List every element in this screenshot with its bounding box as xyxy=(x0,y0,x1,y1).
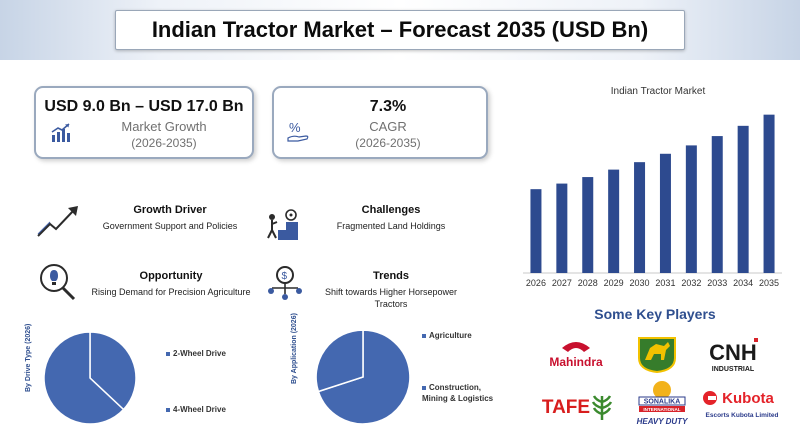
x-tick-label: 2026 xyxy=(526,278,546,288)
cagr-card: 7.3% CAGR (2026-2035) % xyxy=(272,86,488,159)
svg-text:SONALIKA: SONALIKA xyxy=(644,399,681,406)
svg-text:$: $ xyxy=(282,271,288,282)
challenges-block: Challenges Fragmented Land Holdings xyxy=(316,204,466,232)
bar-2031 xyxy=(659,153,671,273)
x-tick-label: 2029 xyxy=(604,278,624,288)
bar-2034 xyxy=(737,125,749,273)
pie-slice-4-wheel-drive xyxy=(43,331,125,425)
bar-2032 xyxy=(685,145,697,273)
svg-text:INDUSTRIAL: INDUSTRIAL xyxy=(712,366,755,373)
pie2-legend-1: Agriculture xyxy=(422,330,472,341)
header-banner: Indian Tractor Market – Forecast 2035 (U… xyxy=(0,0,800,60)
bar-2030 xyxy=(634,162,646,273)
john-deere-logo xyxy=(638,337,676,374)
cagr-value: 7.3% xyxy=(369,98,407,115)
svg-text:TAFE: TAFE xyxy=(542,397,590,418)
pie-slice-agriculture xyxy=(317,329,411,425)
pie2-legend-2-label: Construction, Mining & Logistics xyxy=(422,383,494,403)
cagr-period: (2026-2035) xyxy=(355,136,421,150)
x-tick-label: 2033 xyxy=(707,278,727,288)
svg-text:Mahindra: Mahindra xyxy=(549,355,603,369)
market-growth-label: Market Growth xyxy=(121,119,207,134)
mahindra-logo: Mahindra xyxy=(549,342,603,369)
x-tick-label: 2031 xyxy=(655,278,675,288)
market-bar-chart: 2026 2027 2028 2029 2030 2031 2032 2033 2034 2035 xyxy=(523,114,782,288)
pie2-caption: By Application (2026) xyxy=(291,313,298,384)
lightbulb-magnifier-icon xyxy=(40,264,76,301)
tafe-logo: TAFE xyxy=(542,395,613,420)
pie-slice-construction-mining-logistics xyxy=(315,329,364,393)
cnh-industrial-logo: CNH INDUSTRIAL xyxy=(709,338,758,373)
market-growth-card: USD 9.0 Bn – USD 17.0 Bn Market Growth (… xyxy=(34,86,254,159)
growth-driver-title: Growth Driver xyxy=(133,204,207,216)
climbing-steps-icon xyxy=(267,209,298,240)
growth-driver-block: Growth Driver Government Support and Pol… xyxy=(95,204,245,232)
x-tick-label: 2028 xyxy=(578,278,598,288)
drive-type-pie xyxy=(43,331,137,425)
x-tick-label: 2027 xyxy=(552,278,572,288)
trends-desc: Shift towards Higher Horsepower Tractors xyxy=(324,287,458,309)
market-growth-value: USD 9.0 Bn – USD 17.0 Bn xyxy=(44,98,244,115)
network-hub-icon: $ xyxy=(268,266,302,300)
pie1-legend-1-label: 2-Wheel Drive xyxy=(173,349,226,358)
key-players-title: Some Key Players xyxy=(594,306,716,322)
challenges-desc: Fragmented Land Holdings xyxy=(336,221,446,231)
bar-2027 xyxy=(556,183,568,273)
trend-up-icon xyxy=(37,206,78,237)
bar-2029 xyxy=(608,169,620,273)
pie1-legend-2-label: 4-Wheel Drive xyxy=(173,405,226,414)
sonalika-logo: SONALIKA INTERNATIONAL HEAVY DUTY xyxy=(637,381,688,426)
legend-marker xyxy=(166,407,170,412)
application-pie xyxy=(315,329,411,425)
bar-chart-title: Indian Tractor Market xyxy=(610,86,706,97)
bar-2028 xyxy=(582,177,594,273)
growth-driver-desc: Government Support and Policies xyxy=(102,221,238,231)
trends-block: Trends Shift towards Higher Horsepower T… xyxy=(316,270,466,310)
percent-hand-icon: % xyxy=(287,120,309,142)
svg-text:INTERNATIONAL: INTERNATIONAL xyxy=(643,407,680,412)
svg-text:Escorts Kubota Limited: Escorts Kubota Limited xyxy=(706,412,779,419)
bar-2035 xyxy=(763,114,775,274)
pie1-caption: By Drive Type (2026) xyxy=(25,323,32,392)
challenges-title: Challenges xyxy=(361,204,421,216)
opportunity-block: Opportunity Rising Demand for Precision … xyxy=(86,270,256,298)
x-tick-label: 2032 xyxy=(681,278,701,288)
opportunity-title: Opportunity xyxy=(139,270,203,282)
page-title: Indian Tractor Market – Forecast 2035 (U… xyxy=(115,10,685,50)
legend-marker xyxy=(422,385,426,390)
bar-2026 xyxy=(530,189,542,273)
svg-text:HEAVY DUTY: HEAVY DUTY xyxy=(637,417,688,426)
escorts-kubota-logo: Kubota Escorts Kubota Limited xyxy=(703,390,779,419)
market-growth-period: (2026-2035) xyxy=(131,136,197,150)
svg-text:Kubota: Kubota xyxy=(722,390,774,407)
pie1-legend-2: 4-Wheel Drive xyxy=(166,404,226,415)
pie2-legend-2: Construction, Mining & Logistics xyxy=(422,382,494,404)
x-tick-label: 2035 xyxy=(759,278,779,288)
legend-marker xyxy=(422,333,426,338)
bar-2033 xyxy=(711,136,723,273)
pie-slice-2-wheel-drive xyxy=(89,331,137,411)
trends-title: Trends xyxy=(372,270,410,282)
x-tick-label: 2030 xyxy=(630,278,650,288)
svg-text:CNH: CNH xyxy=(709,340,757,365)
legend-marker xyxy=(166,351,170,356)
pie2-legend-1-label: Agriculture xyxy=(429,331,472,340)
pie1-legend-1: 2-Wheel Drive xyxy=(166,348,226,359)
svg-text:%: % xyxy=(289,120,301,135)
cagr-label: CAGR xyxy=(369,119,407,134)
opportunity-desc: Rising Demand for Precision Agriculture xyxy=(91,287,251,297)
x-tick-label: 2034 xyxy=(733,278,753,288)
growth-chart-icon xyxy=(51,123,70,142)
